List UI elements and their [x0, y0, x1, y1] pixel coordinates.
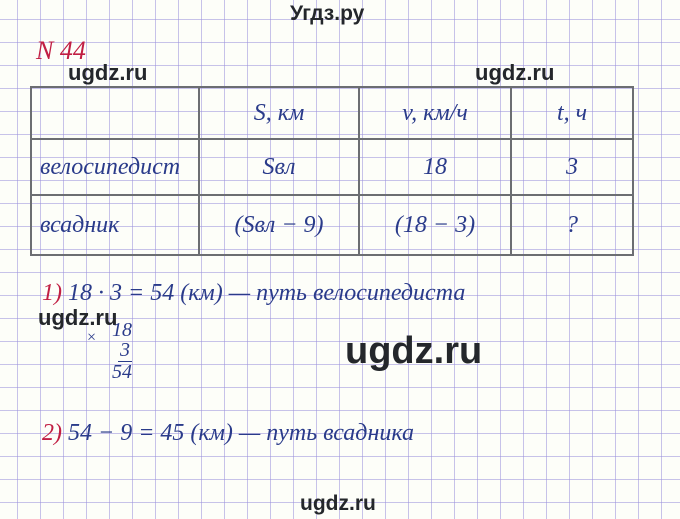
- cell-rider-s: (Sвл − 9): [199, 195, 359, 255]
- table-header-row: S, км v, км/ч t, ч: [31, 87, 633, 139]
- table-row: всадник (Sвл − 9) (18 − 3) ?: [31, 195, 633, 255]
- calc-b: 3: [98, 340, 132, 362]
- cell-rider-t: ?: [511, 195, 633, 255]
- header-speed: v, км/ч: [359, 87, 511, 139]
- watermark-mid-right: ugdz.ru: [345, 330, 482, 373]
- header-time: t, ч: [511, 87, 633, 139]
- header-distance: S, км: [199, 87, 359, 139]
- data-table: S, км v, км/ч t, ч велосипедист Sвл 18 3…: [30, 86, 634, 256]
- problem-number: N 44: [36, 36, 86, 66]
- page-content: Угдз.ру ugdz.ru ugdz.ru ugdz.ru ugdz.ru …: [0, 0, 680, 519]
- step1-line: 1) 18 · 3 = 54 (км) — путь велосипедиста: [42, 280, 465, 307]
- calc-a: 18: [98, 320, 132, 340]
- step2-number: 2): [42, 420, 62, 446]
- step2-note: путь всадника: [266, 420, 414, 446]
- row-label-rider: всадник: [31, 195, 199, 255]
- cell-rider-v: (18 − 3): [359, 195, 511, 255]
- header-blank: [31, 87, 199, 139]
- step1-expression: 18 · 3 = 54 (км) —: [68, 280, 250, 306]
- watermark-top-center: Угдз.ру: [290, 2, 364, 26]
- watermark-top-right: ugdz.ru: [475, 60, 554, 86]
- cell-cyclist-v: 18: [359, 139, 511, 195]
- row-label-cyclist: велосипедист: [31, 139, 199, 195]
- mult-sign: ×: [86, 328, 97, 348]
- calc-result: 54: [98, 362, 132, 382]
- step2-line: 2) 54 − 9 = 45 (км) — путь всадника: [42, 420, 414, 447]
- multiplication-column: × 18 3 54: [98, 320, 132, 382]
- cell-cyclist-t: 3: [511, 139, 633, 195]
- step1-number: 1): [42, 280, 62, 306]
- table-row: велосипедист Sвл 18 3: [31, 139, 633, 195]
- step1-note: путь велосипедиста: [256, 280, 465, 306]
- step2-expression: 54 − 9 = 45 (км) —: [68, 420, 260, 446]
- watermark-bottom-center: ugdz.ru: [300, 492, 376, 516]
- cell-cyclist-s: Sвл: [199, 139, 359, 195]
